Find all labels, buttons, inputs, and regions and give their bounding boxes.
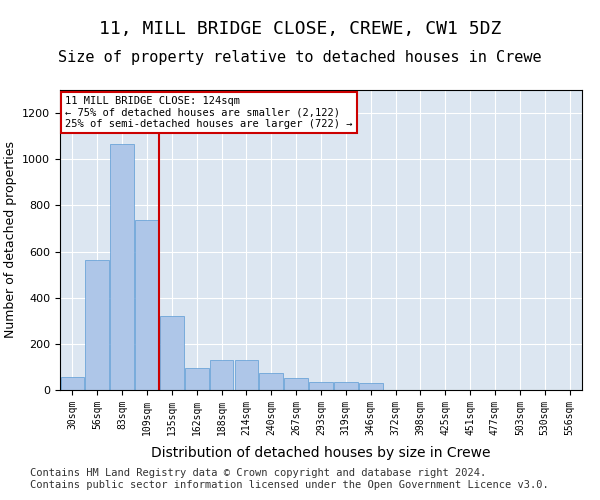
Bar	[135, 220, 159, 390]
Bar	[85, 260, 109, 390]
Text: 11, MILL BRIDGE CLOSE, CREWE, CW1 5DZ: 11, MILL BRIDGE CLOSE, CREWE, CW1 5DZ	[99, 20, 501, 38]
Bar	[359, 383, 383, 390]
Bar	[259, 372, 283, 390]
Bar	[61, 376, 84, 390]
Y-axis label: Number of detached properties: Number of detached properties	[4, 142, 17, 338]
Text: Size of property relative to detached houses in Crewe: Size of property relative to detached ho…	[58, 50, 542, 65]
Bar	[334, 382, 358, 390]
Bar	[160, 316, 184, 390]
Bar	[284, 378, 308, 390]
Bar	[309, 382, 333, 390]
Bar	[235, 360, 258, 390]
Text: Contains HM Land Registry data © Crown copyright and database right 2024.
Contai: Contains HM Land Registry data © Crown c…	[30, 468, 549, 490]
Bar	[185, 368, 209, 390]
Text: 11 MILL BRIDGE CLOSE: 124sqm
← 75% of detached houses are smaller (2,122)
25% of: 11 MILL BRIDGE CLOSE: 124sqm ← 75% of de…	[65, 96, 353, 129]
Bar	[110, 144, 134, 390]
Bar	[210, 360, 233, 390]
X-axis label: Distribution of detached houses by size in Crewe: Distribution of detached houses by size …	[151, 446, 491, 460]
